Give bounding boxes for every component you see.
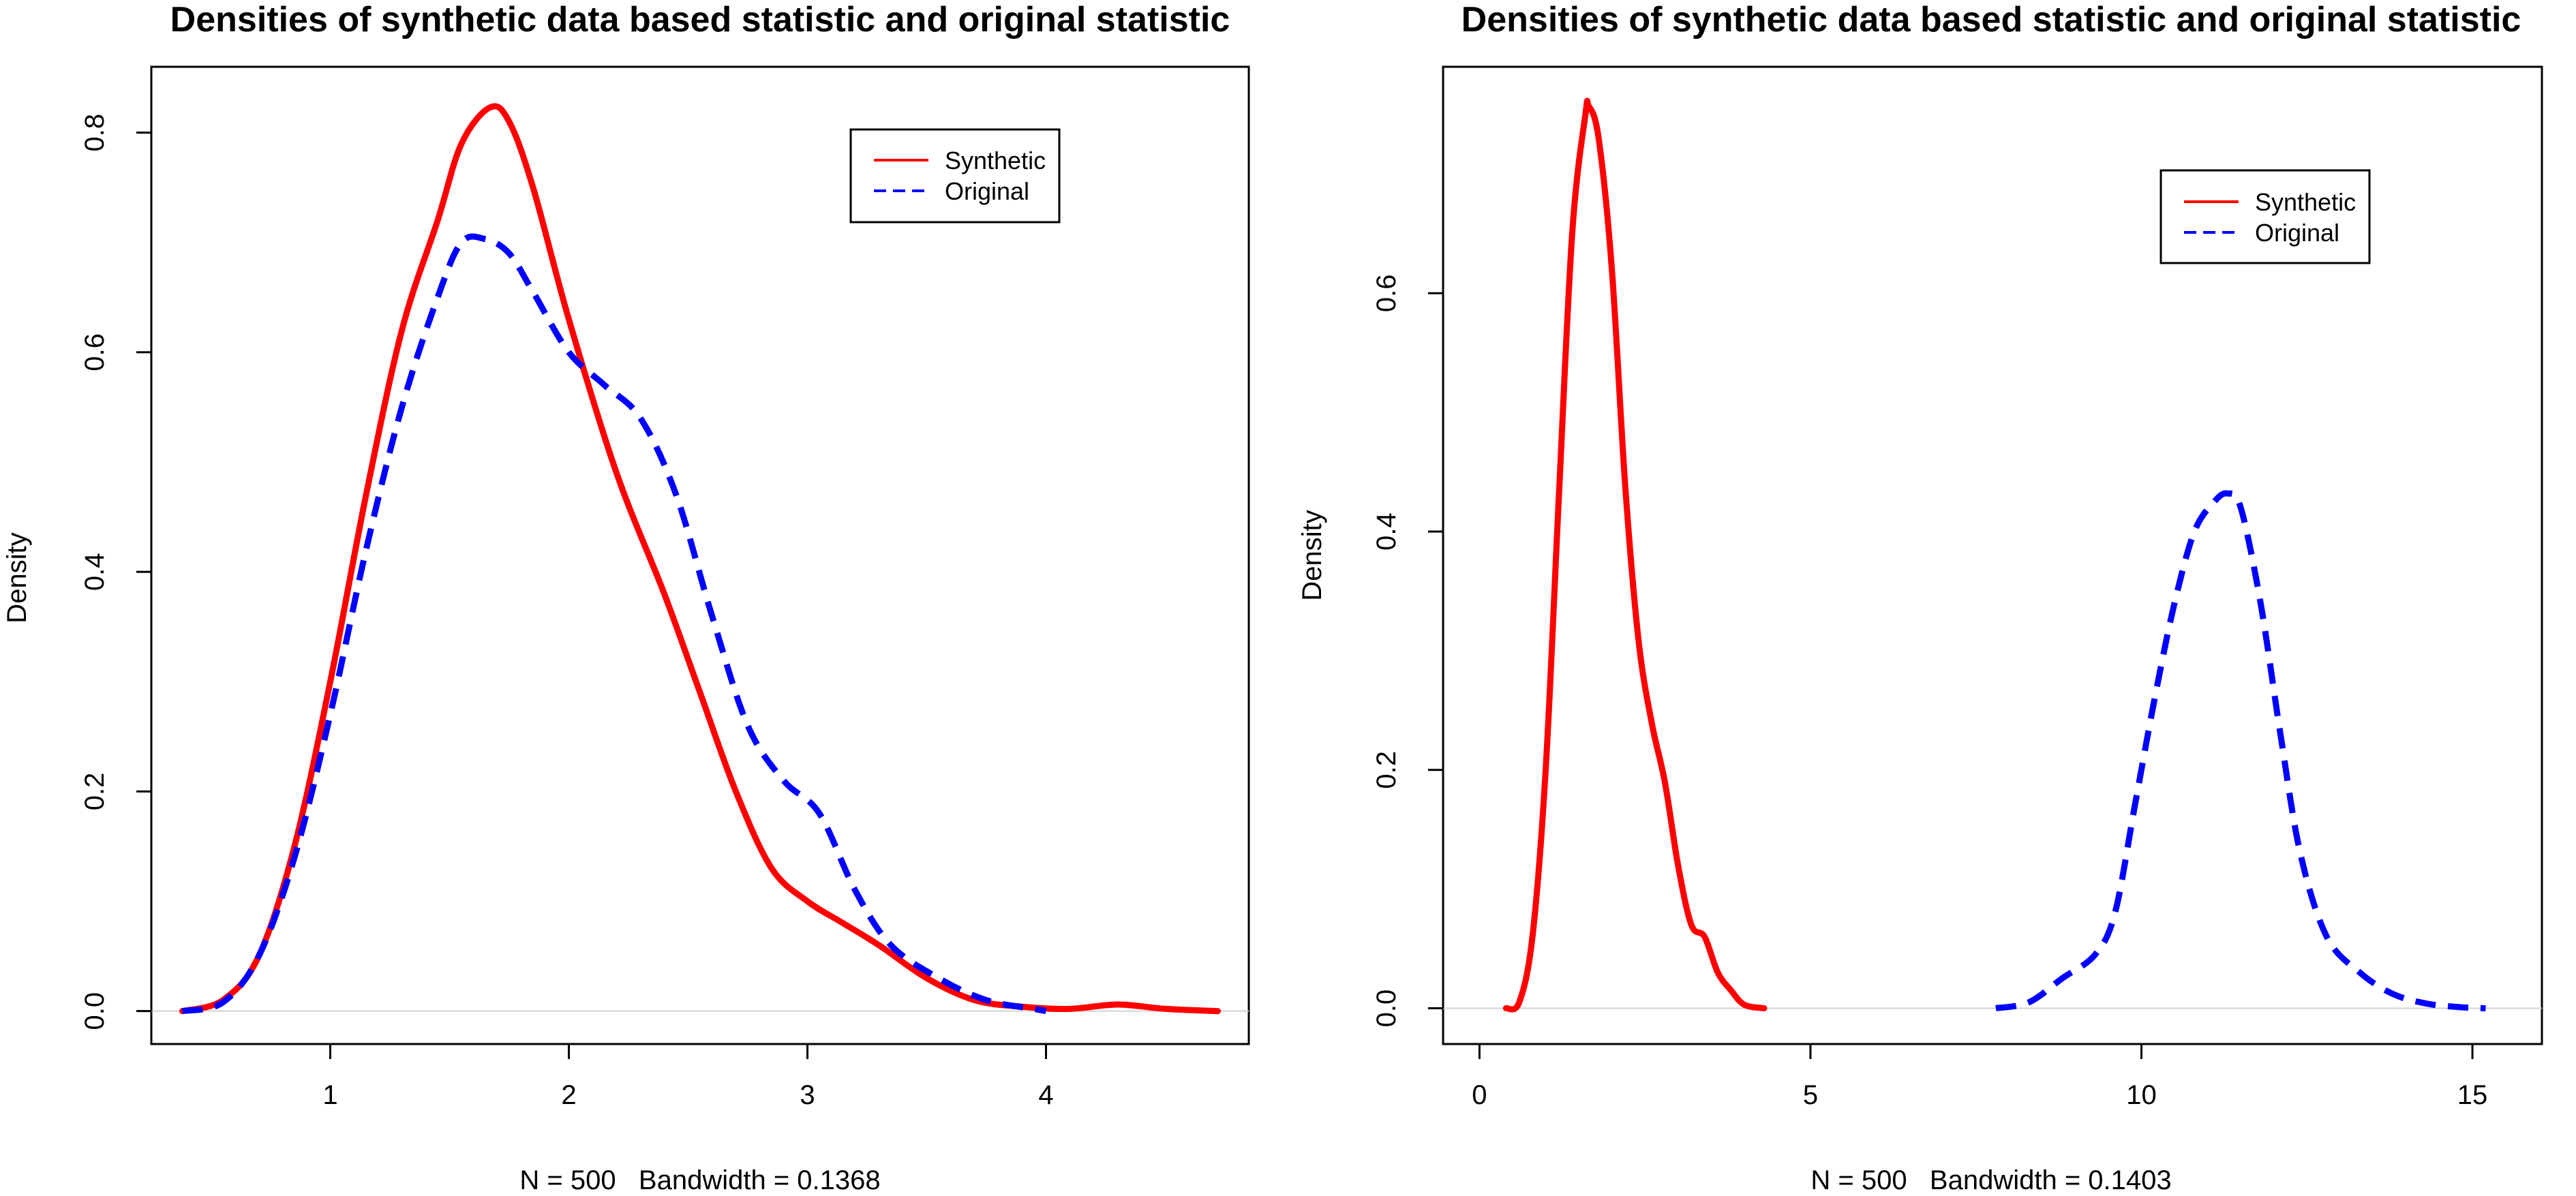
chart-right-x-tick-label: 5 [1803,1080,1818,1110]
chart-left-x-tick-label: 3 [800,1080,815,1110]
chart-left-x-axis: 1 2 3 4 [322,1043,1054,1110]
chart-left-x-label: N = 500 Bandwidth = 0.1368 [519,1165,880,1195]
chart-left-y-axis: 0.0 0.2 0.4 0.6 0.8 [80,114,153,1030]
chart-right-series-original-line [1995,490,2486,1011]
chart-right-title: Densities of synthetic data based statis… [1461,0,2521,40]
chart-right-legend-box [2160,169,2371,264]
chart-left-legend-synthetic-label: Synthetic [945,147,1046,174]
chart-right-y-label: Density [1297,510,1327,600]
chart-left-y-tick-label: 0.4 [80,553,110,591]
chart-left-plot-box [150,65,1250,1045]
chart-right: Densities of synthetic data based statis… [1297,0,2543,1195]
chart-left-legend: Synthetic Original [849,128,1061,224]
chart-left-series [179,103,1221,1015]
chart-right-legend-synthetic-label: Synthetic [2255,188,2356,216]
chart-right-x-axis: 0 5 10 15 [1472,1043,2488,1110]
chart-left-y-tick-label: 0.2 [80,773,110,811]
chart-left-legend-original-label: Original [945,177,1029,205]
chart-left-y-tick-label: 0.6 [80,333,110,371]
chart-left-title: Densities of synthetic data based statis… [170,0,1230,40]
chart-right-legend: Synthetic Original [2160,169,2371,264]
chart-right-series [1502,97,2486,1013]
chart-left-x-tick-label: 4 [1038,1080,1053,1110]
chart-right-x-tick-label: 15 [2457,1080,2488,1110]
chart-right-y-tick-label: 0.6 [1372,274,1401,312]
chart-left-series-original-line [181,233,1047,1015]
chart-right-x-tick-label: 0 [1472,1080,1487,1110]
chart-right-y-tick-label: 0.4 [1372,512,1401,551]
chart-left-legend-box [849,128,1061,224]
chart-right-y-tick-label: 0.0 [1372,990,1401,1028]
chart-right-x-label: N = 500 Bandwidth = 0.1403 [1810,1165,2171,1195]
chart-left-x-tick-label: 2 [561,1080,576,1110]
chart-right-x-tick-label: 10 [2126,1080,2157,1110]
chart-right-series-synthetic-line [1502,97,1768,1013]
chart-right-y-tick-label: 0.2 [1372,751,1401,789]
chart-right-legend-original-label: Original [2255,219,2339,247]
chart-left: Densities of synthetic data based statis… [2,0,1250,1195]
chart-left-x-tick-label: 1 [322,1080,337,1110]
chart-left-y-tick-label: 0.8 [80,114,110,152]
chart-right-y-axis: 0.0 0.2 0.4 0.6 [1372,274,1444,1028]
chart-left-series-synthetic-line [179,103,1221,1015]
chart-left-y-label: Density [2,532,32,623]
chart-left-y-tick-label: 0.0 [80,992,110,1030]
